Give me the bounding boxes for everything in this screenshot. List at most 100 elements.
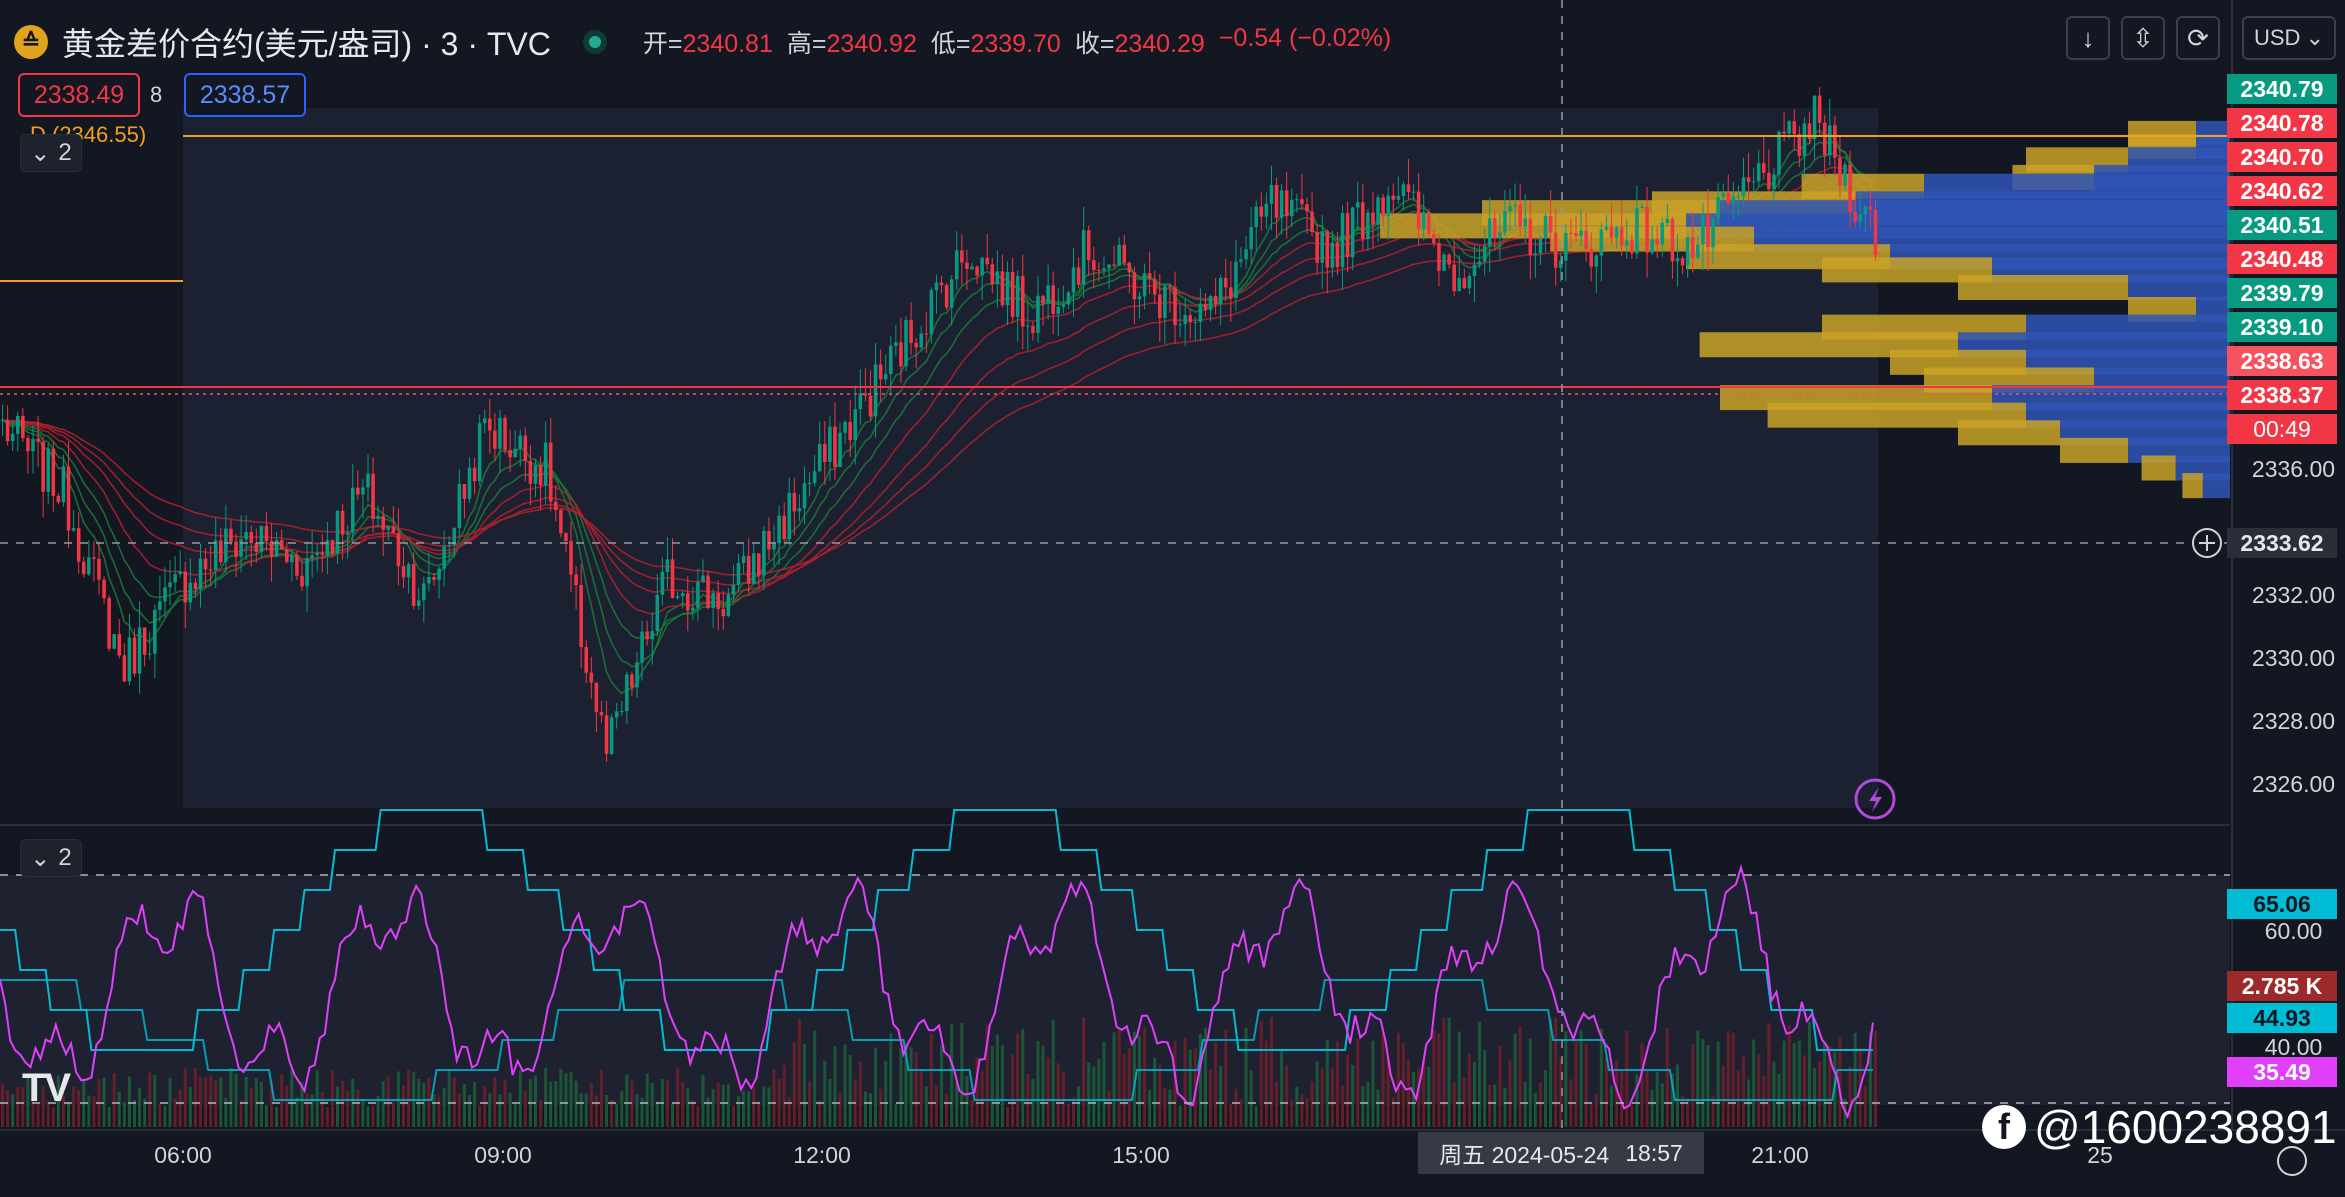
volume-bar	[950, 1024, 954, 1127]
candle-body	[1198, 303, 1203, 322]
candle-body	[767, 531, 771, 550]
candle-body	[1873, 209, 1878, 256]
volume-bar	[381, 1081, 385, 1127]
volume-bar	[1082, 1017, 1086, 1127]
volume-bar	[1335, 1041, 1339, 1127]
volume-bar	[26, 1077, 30, 1127]
volume-bar	[594, 1095, 598, 1127]
candle-body	[472, 467, 477, 482]
candle-body	[1178, 324, 1182, 326]
candle-body	[960, 250, 964, 263]
volume-bar	[1559, 1057, 1563, 1127]
volume-bar	[473, 1082, 477, 1127]
candle-body	[127, 637, 132, 682]
candle-body	[1817, 95, 1822, 123]
currency-select[interactable]: USD ⌄	[2242, 16, 2336, 60]
volume-bar	[802, 1043, 807, 1127]
volume-bar	[828, 1078, 832, 1127]
candle-body	[817, 443, 822, 472]
candle-body	[604, 715, 609, 755]
candle-body	[1137, 296, 1142, 300]
arrow-down-icon: ↓	[2081, 22, 2095, 53]
collapse-button[interactable]: ⇳	[2121, 16, 2165, 60]
time-label: 12:00	[793, 1142, 851, 1168]
volume-bar	[894, 1104, 898, 1127]
candle-body	[1696, 244, 1700, 259]
volume-bar	[757, 1101, 761, 1127]
candle-body	[1701, 213, 1705, 245]
volume-bar	[767, 1087, 771, 1127]
candle-body	[650, 631, 655, 640]
candle-body	[934, 282, 939, 291]
volume-bar	[422, 1082, 426, 1127]
low-value: 2339.70	[970, 30, 1061, 58]
tradingview-logo[interactable]: TV	[22, 1066, 71, 1110]
candle-body	[224, 528, 228, 562]
volume-bar	[173, 1098, 177, 1127]
settings-icon[interactable]	[2277, 1146, 2307, 1176]
volume-bar	[747, 1091, 751, 1127]
time-label: 25	[2087, 1142, 2113, 1168]
candle-body	[1528, 218, 1533, 255]
volume-bar	[564, 1073, 568, 1127]
volume-bar	[681, 1081, 685, 1127]
volume-bar	[1772, 1061, 1776, 1127]
volume-bar	[645, 1073, 649, 1127]
volume-bar	[1838, 1037, 1842, 1127]
volume-bar	[224, 1097, 228, 1127]
volume-bar	[1630, 1105, 1634, 1127]
buy-button[interactable]: 2338.57	[184, 73, 306, 117]
lightning-icon[interactable]	[1854, 778, 1896, 820]
candle-body	[1366, 212, 1370, 239]
volume-bar	[1533, 1092, 1537, 1127]
candle-body	[1853, 211, 1857, 222]
candle-body	[457, 484, 462, 529]
candle-body	[1229, 287, 1233, 299]
volume-bar	[163, 1105, 167, 1127]
price-label: 2340.48	[2227, 244, 2337, 274]
volume-bar	[178, 1089, 182, 1127]
candle-body	[584, 647, 589, 673]
candle-body	[1371, 212, 1375, 225]
candle-body	[1543, 215, 1548, 239]
candle-body	[178, 571, 182, 574]
candle-body	[36, 438, 40, 442]
candle-body	[137, 627, 142, 674]
sell-button[interactable]: 2338.49	[18, 73, 140, 117]
volume-bar	[1655, 1071, 1659, 1127]
candle-body	[1589, 249, 1594, 267]
price-tick: 2326.00	[2251, 771, 2336, 797]
candle-body	[1269, 184, 1274, 204]
volume-bar	[1087, 1062, 1091, 1127]
candle-body	[1086, 230, 1091, 261]
candle-body	[665, 559, 670, 572]
candle-body	[670, 559, 675, 598]
candle-body	[416, 600, 421, 607]
candle-body	[1391, 195, 1396, 200]
time-label: 09:00	[474, 1142, 532, 1168]
volume-bar	[229, 1067, 233, 1127]
volume-bar	[1, 1083, 5, 1127]
candle-body	[345, 532, 350, 535]
symbol-title[interactable]: 黄金差价合约(美元/盎司) · 3 · TVC	[62, 26, 551, 62]
candle-body	[909, 319, 913, 343]
candle-body	[142, 627, 147, 655]
volume-bar	[432, 1094, 436, 1127]
volume-bar	[1356, 1039, 1360, 1127]
price-label: 2340.62	[2227, 176, 2337, 206]
candle-body	[523, 435, 528, 461]
volume-bar	[1178, 1105, 1182, 1127]
volume-bar	[1437, 1033, 1441, 1127]
main-pane-collapse[interactable]: ⌄ 2	[20, 134, 82, 172]
candle-body	[1218, 277, 1223, 305]
volume-bar	[1148, 1090, 1152, 1127]
volume-profile-up	[2060, 437, 2128, 463]
volume-bar	[401, 1084, 406, 1127]
candle-body	[1822, 122, 1827, 156]
candle-body	[1843, 164, 1847, 186]
download-button[interactable]: ↓	[2066, 16, 2110, 60]
osc-pane-collapse[interactable]: ⌄ 2	[20, 839, 82, 877]
fullscreen-button[interactable]: ⟳	[2176, 16, 2220, 60]
volume-bar	[122, 1102, 126, 1127]
